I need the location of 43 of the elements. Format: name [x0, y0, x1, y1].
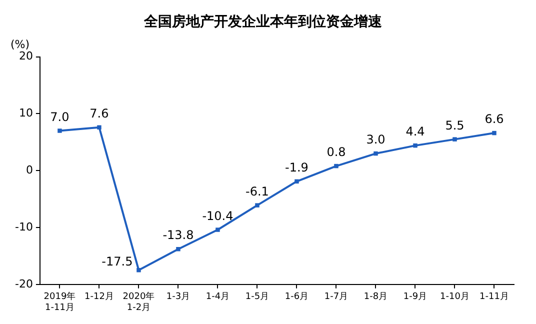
- point: [58, 128, 62, 133]
- y-tick-label: -10: [15, 220, 33, 234]
- data-label: -1.9: [285, 160, 308, 175]
- data-label: 7.6: [90, 106, 109, 120]
- x-tick-label: 1-10月: [440, 292, 470, 302]
- point: [334, 164, 338, 168]
- y-tick-label: 20: [18, 50, 33, 63]
- y-tick-label: 10: [18, 106, 33, 120]
- point: [136, 268, 141, 272]
- point: [255, 203, 260, 208]
- x-tick-label: 1-4月: [206, 292, 230, 302]
- chart-title: 全国房地产开发企业本年到位资金增速: [143, 13, 383, 30]
- x-tick-label: 1-7月: [324, 292, 348, 302]
- x-tick-label: 1-8月: [364, 292, 388, 302]
- data-label: -10.4: [202, 208, 234, 223]
- x-tick-label: 2020年 1-2月: [122, 291, 155, 313]
- x-tick-label: 1-12月: [84, 292, 114, 302]
- data-label: 5.5: [445, 118, 464, 132]
- x-tick-label: 2019年 1-11月: [44, 291, 76, 313]
- point: [413, 143, 418, 148]
- data-label: 3.0: [366, 132, 386, 147]
- data-label: 6.6: [484, 112, 504, 126]
- point: [294, 179, 299, 184]
- data-label: 0.8: [326, 145, 346, 160]
- x-tick-label: 1-11月: [480, 292, 509, 302]
- point: [452, 137, 457, 142]
- x-tick-label: 1-9月: [403, 292, 428, 302]
- point: [216, 228, 220, 232]
- x-tick-label: 1-6月: [284, 292, 309, 302]
- y-tick-label: 0: [26, 163, 33, 176]
- x-tick-label: 1-5月: [245, 292, 270, 302]
- point: [176, 247, 180, 252]
- y-tick-label: -20: [15, 277, 33, 290]
- point: [97, 125, 102, 130]
- point: [374, 151, 378, 156]
- data-label: -13.8: [162, 228, 194, 242]
- y-axis-title: (%): [10, 38, 30, 52]
- data-label: -6.1: [246, 184, 269, 198]
- data-label: 7.0: [50, 110, 70, 124]
- x-tick-label: 1-3月: [166, 292, 190, 302]
- data-label: 4.4: [406, 124, 425, 139]
- point: [492, 130, 496, 136]
- data-label: -17.5: [102, 254, 133, 268]
